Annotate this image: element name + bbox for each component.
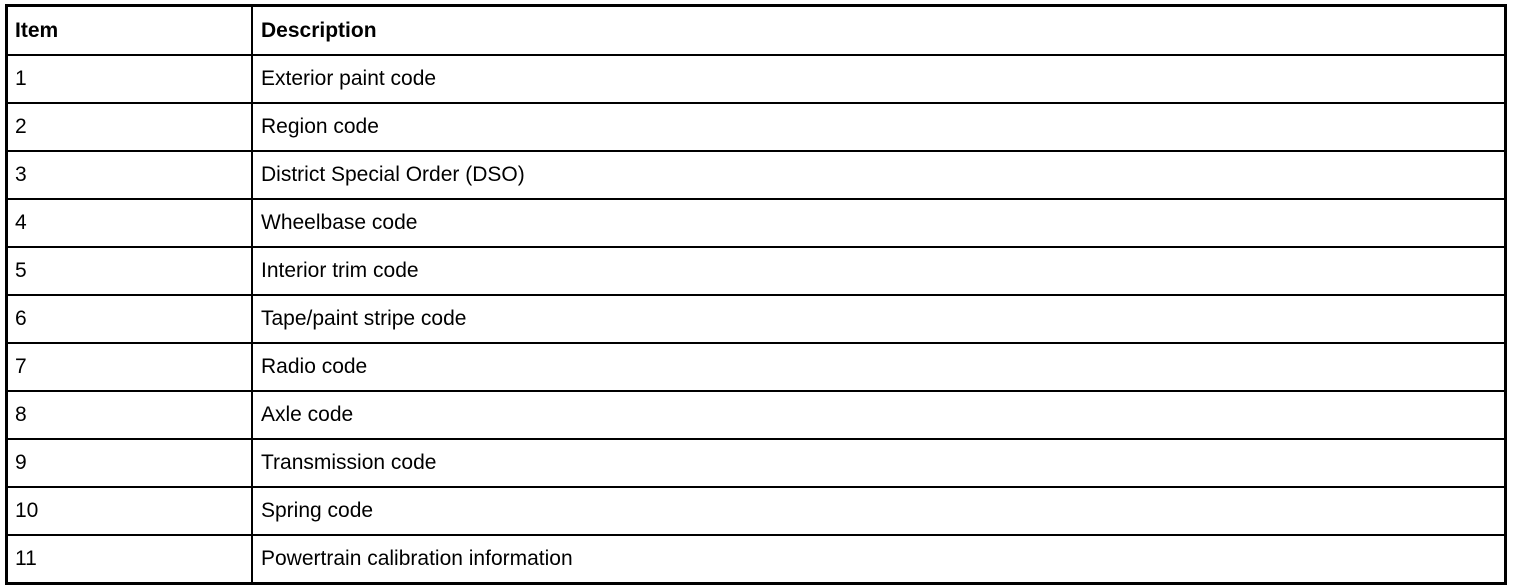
- table-row: 6 Tape/paint stripe code: [8, 294, 1504, 342]
- item-cell: 8: [8, 392, 253, 438]
- item-cell: 9: [8, 440, 253, 486]
- item-cell: 3: [8, 152, 253, 198]
- table-row: 11 Powertrain calibration information: [8, 534, 1504, 582]
- item-cell: 2: [8, 104, 253, 150]
- description-cell: District Special Order (DSO): [261, 163, 525, 186]
- item-cell: 7: [8, 344, 253, 390]
- description-cell: Spring code: [261, 499, 374, 522]
- table-row: 2 Region code: [8, 102, 1504, 150]
- description-cell: Axle code: [261, 403, 354, 426]
- table-row: 3 District Special Order (DSO): [8, 150, 1504, 198]
- description-cell: Transmission code: [261, 451, 437, 474]
- table-row: 9 Transmission code: [8, 438, 1504, 486]
- header-description: Description: [261, 18, 377, 42]
- table-row: 8 Axle code: [8, 390, 1504, 438]
- table-row: 10 Spring code: [8, 486, 1504, 534]
- item-cell: 10: [8, 488, 253, 534]
- description-cell: Tape/paint stripe code: [261, 307, 467, 330]
- table-row: 4 Wheelbase code: [8, 198, 1504, 246]
- item-description-table: Item Description 1 Exterior paint code 2 Re…: [5, 4, 1507, 585]
- header-item: Item: [8, 7, 253, 54]
- description-cell: Exterior paint code: [261, 67, 437, 90]
- description-cell: Powertrain calibration information: [261, 547, 573, 570]
- table-header-row: Item Description: [8, 7, 1504, 54]
- item-cell: 5: [8, 248, 253, 294]
- item-cell: 4: [8, 200, 253, 246]
- table-row: 1 Exterior paint code: [8, 54, 1504, 102]
- item-cell: 11: [8, 536, 253, 582]
- description-cell: Wheelbase code: [261, 211, 418, 234]
- item-cell: 6: [8, 296, 253, 342]
- item-cell: 1: [8, 56, 253, 102]
- description-cell: Interior trim code: [261, 259, 419, 282]
- table-row: 7 Radio code: [8, 342, 1504, 390]
- table-row: 5 Interior trim code: [8, 246, 1504, 294]
- description-cell: Region code: [261, 115, 379, 138]
- description-cell: Radio code: [261, 355, 368, 378]
